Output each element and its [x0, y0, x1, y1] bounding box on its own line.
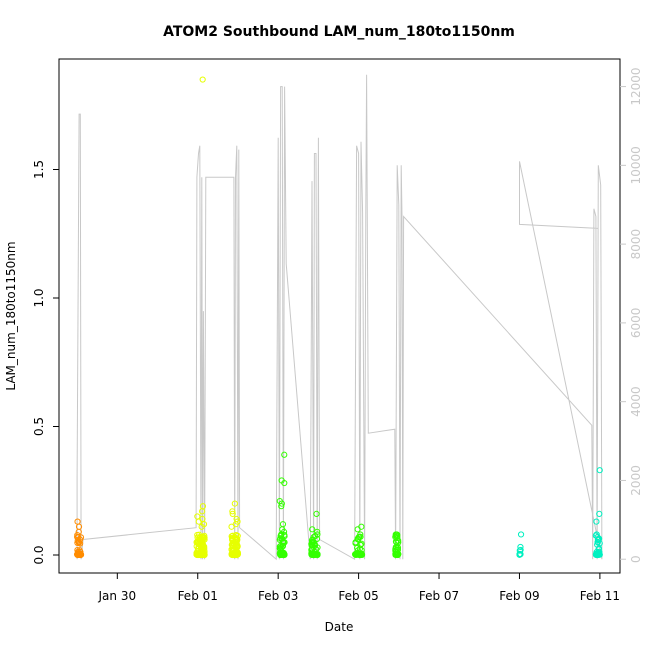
data-point [199, 508, 206, 515]
data-point [75, 539, 83, 546]
data-point [228, 533, 235, 540]
data-point [309, 526, 316, 533]
data-point [197, 550, 204, 558]
y2-tick-label: 6000 [629, 308, 643, 339]
data-point [229, 510, 236, 517]
data-point [200, 551, 208, 558]
y2-tick-label: 2000 [629, 465, 643, 496]
data-point [355, 536, 362, 543]
data-point [194, 531, 201, 539]
data-point [594, 539, 601, 546]
data-point [314, 528, 321, 535]
y-tick-label: 0.5 [32, 417, 46, 436]
data-point [231, 500, 238, 507]
data-point [228, 523, 235, 530]
y-tick-label: 1.5 [32, 160, 46, 179]
data-point [358, 551, 365, 558]
data-point [357, 541, 364, 548]
data-point [354, 526, 361, 533]
data-point [278, 500, 285, 507]
data-point [516, 547, 523, 554]
x-tick-label: Feb 01 [178, 589, 218, 603]
line-layer [76, 74, 603, 561]
data-point [194, 538, 201, 545]
data-point [517, 531, 525, 538]
data-point [198, 543, 205, 550]
data-point [308, 546, 315, 553]
data-point [193, 551, 201, 558]
data-point [313, 510, 320, 517]
y-tick-label: 0.0 [32, 545, 46, 564]
data-point [593, 518, 600, 525]
y-axis-right: 0 2000 4000 6000 8000 10000 12000 [620, 67, 643, 563]
data-point [310, 539, 317, 546]
x-tick-label: Feb 11 [580, 589, 620, 603]
y2-tick-label: 0 [629, 555, 643, 563]
data-point [199, 76, 206, 83]
data-point [195, 518, 202, 525]
data-point [395, 539, 402, 546]
x-tick-label: Jan 30 [98, 589, 137, 603]
x-tick-label: Feb 05 [338, 589, 378, 603]
data-point [517, 551, 524, 558]
data-point [313, 551, 320, 558]
y2-tick-label: 12000 [629, 67, 643, 105]
y2-tick-label: 4000 [629, 386, 643, 417]
data-point [198, 523, 205, 530]
data-point [233, 541, 240, 548]
line-series [76, 74, 603, 561]
data-point [392, 533, 399, 541]
x-tick-label: Feb 03 [258, 589, 298, 603]
data-point [278, 531, 285, 538]
data-point [281, 479, 288, 487]
data-point [308, 550, 315, 558]
y2-tick-label: 10000 [629, 146, 643, 184]
data-point [394, 546, 401, 553]
data-point [232, 532, 240, 539]
point-layer [74, 76, 603, 559]
data-point [229, 551, 236, 558]
data-point [279, 538, 287, 545]
data-point [596, 467, 603, 474]
data-point [276, 545, 283, 552]
data-point [357, 531, 364, 538]
data-point [595, 536, 602, 543]
x-tick-label: Feb 07 [419, 589, 459, 603]
data-point [280, 550, 288, 557]
data-point [517, 543, 524, 551]
data-point [278, 503, 285, 510]
data-point [354, 550, 362, 557]
plot-frame [58, 58, 621, 574]
data-point [229, 508, 236, 515]
chart-title: ATOM2 Southbound LAM_num_180to1150nm [163, 24, 515, 40]
y-tick-label: 1.0 [32, 288, 46, 307]
x-tick-label: Feb 09 [499, 589, 539, 603]
data-point [281, 451, 288, 458]
data-point [593, 548, 601, 555]
y2-tick-label: 8000 [629, 229, 643, 260]
data-point [596, 510, 603, 517]
y-axis-title: LAM_num_180to1150nm [4, 241, 18, 390]
data-point [276, 550, 284, 558]
y-axis-left: 0.0 0.5 1.0 1.5 [32, 160, 59, 565]
x-axis: Jan 30 Feb 01 Feb 03 Feb 05 Feb 07 Feb 09 Feb … [98, 573, 620, 603]
x-axis-title: Date [325, 620, 354, 634]
data-point [200, 535, 207, 542]
data-point [76, 551, 83, 558]
